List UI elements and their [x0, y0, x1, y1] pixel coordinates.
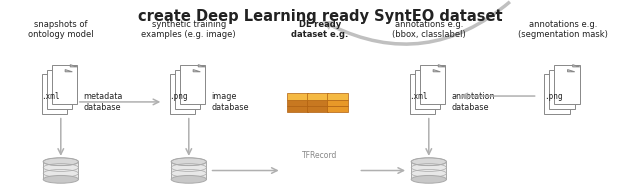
FancyBboxPatch shape [327, 93, 348, 100]
Polygon shape [428, 74, 435, 77]
Bar [180, 65, 205, 104]
Polygon shape [70, 65, 77, 67]
Bar [412, 162, 447, 179]
Text: .xml: .xml [42, 92, 60, 101]
Bar [549, 70, 575, 109]
Ellipse shape [172, 158, 206, 166]
Bar [415, 70, 440, 109]
Text: snapshots of
ontology model: snapshots of ontology model [28, 20, 93, 39]
Bar [42, 74, 67, 114]
Ellipse shape [172, 175, 206, 183]
Text: .png: .png [170, 92, 188, 101]
Text: create Deep Learning ready SyntEO dataset: create Deep Learning ready SyntEO datase… [138, 9, 502, 24]
Polygon shape [193, 70, 200, 72]
Polygon shape [188, 74, 195, 77]
Polygon shape [65, 70, 72, 72]
Polygon shape [563, 74, 570, 77]
Text: annotation
database: annotation database [451, 92, 495, 112]
Ellipse shape [43, 175, 79, 183]
Ellipse shape [412, 158, 447, 166]
FancyArrowPatch shape [323, 0, 511, 46]
Bar [44, 162, 79, 179]
FancyBboxPatch shape [307, 93, 328, 100]
FancyBboxPatch shape [307, 100, 328, 106]
Text: synthetic training
examples (e.g. image): synthetic training examples (e.g. image) [141, 20, 236, 39]
Polygon shape [433, 70, 440, 72]
Text: metadata
database: metadata database [83, 92, 123, 112]
FancyBboxPatch shape [307, 106, 328, 112]
Bar [172, 162, 206, 179]
Bar [52, 65, 77, 104]
Text: TFRecord: TFRecord [302, 151, 338, 160]
Bar [175, 70, 200, 109]
FancyBboxPatch shape [287, 106, 308, 112]
Polygon shape [198, 65, 205, 67]
Ellipse shape [412, 175, 447, 183]
Text: image
database: image database [211, 92, 249, 112]
Polygon shape [568, 70, 575, 72]
Text: annotations e.g.
(bbox, classlabel): annotations e.g. (bbox, classlabel) [392, 20, 466, 39]
Bar [544, 74, 570, 114]
Polygon shape [60, 74, 67, 77]
Text: DL ready
dataset e.g.: DL ready dataset e.g. [291, 20, 349, 39]
Text: annotations e.g.
(segmentation mask): annotations e.g. (segmentation mask) [518, 20, 608, 39]
Ellipse shape [43, 158, 79, 166]
FancyBboxPatch shape [287, 100, 308, 106]
Text: .xml: .xml [410, 92, 428, 101]
FancyBboxPatch shape [327, 100, 348, 106]
FancyBboxPatch shape [327, 106, 348, 112]
Bar [47, 70, 72, 109]
FancyBboxPatch shape [287, 93, 308, 100]
Bar [410, 74, 435, 114]
Bar [170, 74, 195, 114]
Polygon shape [573, 65, 580, 67]
Polygon shape [438, 65, 445, 67]
Bar [554, 65, 580, 104]
Text: .png: .png [544, 92, 562, 101]
Bar [420, 65, 445, 104]
